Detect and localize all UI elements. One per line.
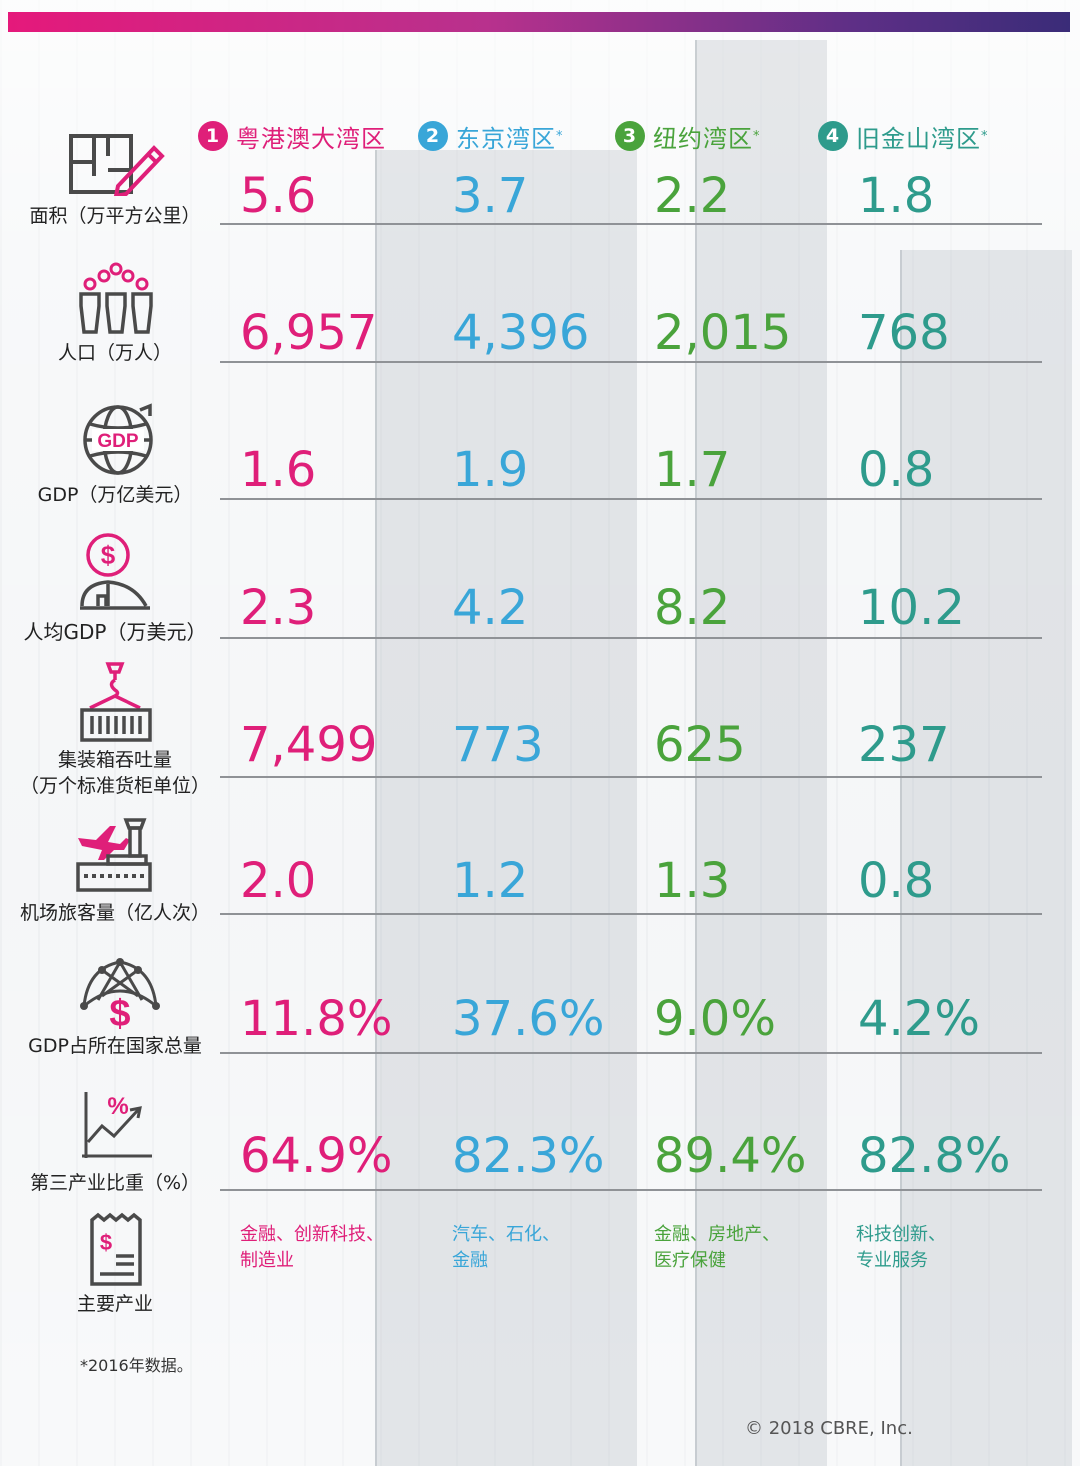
background-building bbox=[375, 150, 637, 1466]
row-divider bbox=[220, 223, 1042, 225]
airport-plane-icon bbox=[76, 818, 152, 892]
value-airport-1: 2.0 bbox=[240, 853, 317, 909]
network-dollar-icon: $ bbox=[80, 958, 160, 1032]
value-gdp-1: 1.6 bbox=[240, 442, 317, 498]
industry-line: 专业服务 bbox=[856, 1250, 928, 1271]
row-divider bbox=[220, 913, 1042, 915]
industry-3: 金融、房地产、 医疗保健 bbox=[654, 1222, 780, 1274]
row-label-airport: 机场旅客量（亿人次） bbox=[19, 902, 210, 924]
dollar-sign: $ bbox=[101, 540, 116, 570]
value-population-2: 4,396 bbox=[452, 305, 590, 361]
row-label-industry: 主要产业 bbox=[76, 1293, 153, 1315]
value-airport-3: 1.3 bbox=[654, 853, 731, 909]
row-divider bbox=[220, 361, 1042, 363]
row-label-area: 面积（万平方公里） bbox=[29, 205, 201, 227]
value-tertiary-4: 82.8% bbox=[858, 1128, 1011, 1184]
value-container-2: 773 bbox=[452, 717, 544, 773]
copyright: © 2018 CBRE, Inc. bbox=[745, 1418, 913, 1439]
value-gdp-share-1: 11.8% bbox=[240, 991, 393, 1047]
region-header-3: 3 纽约湾区 * bbox=[615, 116, 761, 156]
dollar-sign: $ bbox=[100, 1230, 112, 1255]
industry-line: 汽车、石化、 bbox=[452, 1224, 560, 1245]
row-divider bbox=[220, 498, 1042, 500]
value-population-4: 768 bbox=[858, 305, 950, 361]
value-gdp-2: 1.9 bbox=[452, 442, 529, 498]
background-building bbox=[695, 40, 827, 1466]
value-gdp-share-3: 9.0% bbox=[654, 991, 776, 1047]
region-name: 旧金山湾区 bbox=[856, 124, 981, 153]
value-container-1: 7,499 bbox=[240, 717, 378, 773]
region-name: 粤港澳大湾区 bbox=[236, 124, 386, 153]
industry-line: 金融 bbox=[452, 1250, 488, 1271]
value-population-1: 6,957 bbox=[240, 305, 378, 361]
person-dollar-icon: $ bbox=[80, 533, 150, 610]
row-label-container-throughput: 集装箱吞吐量 bbox=[57, 749, 172, 771]
floorplan-pencil-icon bbox=[69, 134, 165, 196]
value-area-2: 3.7 bbox=[452, 168, 529, 224]
row-label-tertiary: 第三产业比重（%） bbox=[29, 1172, 201, 1194]
value-area-1: 5.6 bbox=[240, 168, 317, 224]
container-crane-icon bbox=[80, 662, 152, 742]
dollar-sign: $ bbox=[109, 993, 130, 1032]
globe-gdp-icon: GDP bbox=[83, 403, 153, 475]
region-footnote-mark: * bbox=[981, 128, 989, 144]
value-container-3: 625 bbox=[654, 717, 746, 773]
industry-4: 科技创新、 专业服务 bbox=[856, 1222, 946, 1274]
percent-growth-chart-icon: % bbox=[82, 1092, 152, 1158]
value-container-4: 237 bbox=[858, 717, 950, 773]
industry-1: 金融、创新科技、 制造业 bbox=[240, 1222, 384, 1274]
background-building bbox=[900, 250, 1072, 1466]
value-gdp-share-4: 4.2% bbox=[858, 991, 980, 1047]
value-airport-2: 1.2 bbox=[452, 853, 529, 909]
footnote: *2016年数据。 bbox=[80, 1356, 193, 1375]
region-header-1: 1 粤港澳大湾区 bbox=[198, 116, 386, 156]
value-gdp-per-capita-2: 4.2 bbox=[452, 580, 529, 636]
gdp-icon-text: GDP bbox=[97, 431, 139, 452]
region-name: 东京湾区 bbox=[456, 124, 556, 153]
value-gdp-4: 0.8 bbox=[858, 442, 935, 498]
industry-line: 医疗保健 bbox=[654, 1250, 726, 1271]
region-header-4: 4 旧金山湾区 * bbox=[818, 116, 989, 156]
region-number-badge: 3 bbox=[615, 121, 645, 151]
value-gdp-share-2: 37.6% bbox=[452, 991, 605, 1047]
value-gdp-per-capita-3: 8.2 bbox=[654, 580, 731, 636]
value-gdp-per-capita-1: 2.3 bbox=[240, 580, 317, 636]
industry-line: 金融、创新科技、 bbox=[240, 1224, 384, 1245]
row-label-population: 人口（万人） bbox=[57, 342, 172, 364]
row-label-gdp-share: GDP占所在国家总量 bbox=[28, 1035, 202, 1057]
population-icon bbox=[79, 262, 153, 334]
value-tertiary-1: 64.9% bbox=[240, 1128, 393, 1184]
row-label-gdp: GDP（万亿美元） bbox=[37, 484, 193, 506]
row-label-gdp-per-capita: 人均GDP（万美元） bbox=[23, 620, 207, 644]
region-header-2: 2 东京湾区 * bbox=[418, 116, 564, 156]
row-divider bbox=[220, 776, 1042, 778]
industry-line: 金融、房地产、 bbox=[654, 1224, 780, 1245]
percent-sign: % bbox=[107, 1093, 128, 1120]
value-tertiary-3: 89.4% bbox=[654, 1128, 807, 1184]
value-tertiary-2: 82.3% bbox=[452, 1128, 605, 1184]
value-population-3: 2,015 bbox=[654, 305, 792, 361]
value-gdp-per-capita-4: 10.2 bbox=[858, 580, 965, 636]
header-gradient-bar bbox=[8, 12, 1070, 32]
row-divider bbox=[220, 1189, 1042, 1191]
value-airport-4: 0.8 bbox=[858, 853, 935, 909]
value-area-4: 1.8 bbox=[858, 168, 935, 224]
value-gdp-3: 1.7 bbox=[654, 442, 731, 498]
value-area-3: 2.2 bbox=[654, 168, 731, 224]
industry-2: 汽车、石化、 金融 bbox=[452, 1222, 560, 1274]
region-number-badge: 1 bbox=[198, 121, 228, 151]
region-footnote-mark: * bbox=[556, 128, 564, 144]
industry-line: 科技创新、 bbox=[856, 1224, 946, 1245]
industry-line: 制造业 bbox=[240, 1250, 294, 1271]
row-label-container-unit: （万个标准货柜单位） bbox=[19, 775, 210, 797]
region-number-badge: 2 bbox=[418, 121, 448, 151]
row-divider bbox=[220, 637, 1042, 639]
region-number-badge: 4 bbox=[818, 121, 848, 151]
receipt-dollar-icon: $ bbox=[90, 1212, 142, 1286]
row-divider bbox=[220, 1052, 1042, 1054]
region-name: 纽约湾区 bbox=[653, 124, 753, 153]
region-footnote-mark: * bbox=[753, 128, 761, 144]
